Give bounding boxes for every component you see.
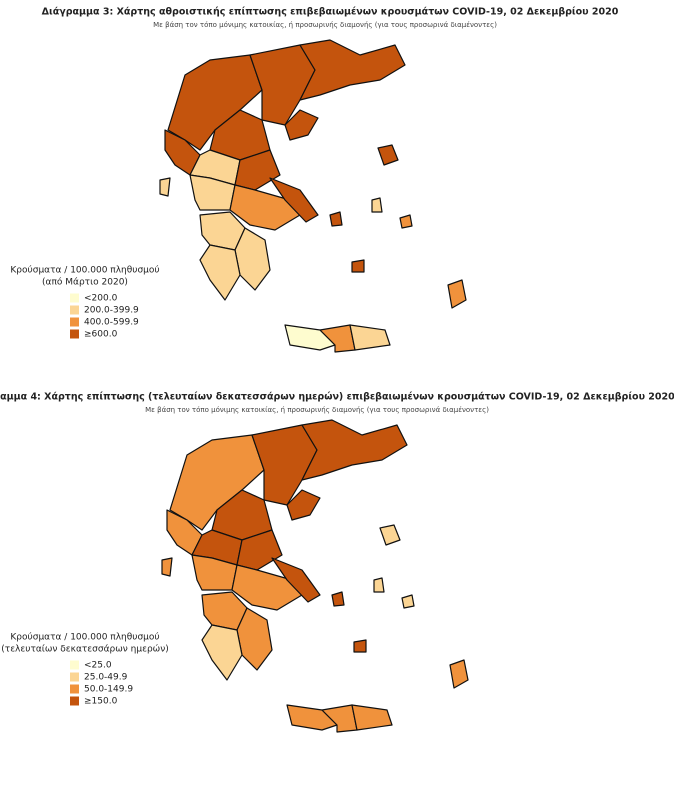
legend-swatch bbox=[70, 305, 79, 315]
region bbox=[399, 214, 413, 229]
region bbox=[229, 184, 301, 231]
region bbox=[231, 564, 303, 611]
region bbox=[449, 659, 469, 689]
map bbox=[159, 39, 467, 353]
region bbox=[329, 211, 343, 227]
legend-swatch bbox=[70, 329, 79, 339]
map-subtitle: Με βάση τον τόπο μόνιμης κατοικίας, ή πρ… bbox=[153, 21, 497, 29]
region bbox=[286, 704, 338, 731]
legend-title: (από Μάρτιο 2020) bbox=[42, 277, 128, 288]
map bbox=[161, 419, 469, 733]
region bbox=[236, 529, 283, 571]
region bbox=[299, 39, 406, 101]
region bbox=[271, 557, 321, 603]
legend-title: Κρούσματα / 100.000 πληθυσμού bbox=[10, 265, 159, 276]
region bbox=[351, 259, 365, 273]
region bbox=[234, 149, 281, 191]
region bbox=[331, 591, 345, 607]
legend-title: (τελευταίων δεκατεσσάρων ημερών) bbox=[1, 644, 168, 655]
legend-swatch bbox=[70, 660, 79, 670]
region bbox=[301, 419, 408, 481]
legend-label: 25.0-49.9 bbox=[84, 673, 128, 683]
region bbox=[161, 557, 173, 577]
legend-swatch bbox=[70, 293, 79, 303]
legend-swatch bbox=[70, 684, 79, 694]
region bbox=[377, 144, 399, 166]
legend-swatch bbox=[70, 317, 79, 327]
region bbox=[373, 577, 385, 593]
region bbox=[351, 704, 393, 731]
region bbox=[167, 54, 263, 151]
region bbox=[319, 324, 356, 353]
region bbox=[447, 279, 467, 309]
legend-swatch bbox=[70, 672, 79, 682]
map-title: Διάγραμμα 4: Χάρτης επίπτωσης (τελευταίω… bbox=[0, 392, 674, 403]
region bbox=[269, 177, 319, 223]
legend-swatch bbox=[70, 696, 79, 706]
map-subtitle: Με βάση τον τόπο μόνιμης κατοικίας, ή πρ… bbox=[145, 406, 489, 414]
region bbox=[371, 197, 383, 213]
region bbox=[379, 524, 401, 546]
region bbox=[159, 177, 171, 197]
region bbox=[234, 227, 271, 291]
legend-label: 400.0-599.9 bbox=[84, 318, 139, 328]
legend-label: 200.0-399.9 bbox=[84, 306, 139, 316]
region bbox=[284, 109, 319, 141]
legend-label: <200.0 bbox=[84, 294, 118, 304]
legend-label: ≥600.0 bbox=[84, 330, 118, 340]
region bbox=[349, 324, 391, 351]
legend-label: <25.0 bbox=[84, 661, 112, 671]
region bbox=[201, 624, 243, 681]
region bbox=[284, 324, 336, 351]
legend-label: 50.0-149.9 bbox=[84, 685, 133, 695]
region bbox=[169, 434, 265, 531]
map-title: Διάγραμμα 3: Χάρτης αθροιστικής επίπτωση… bbox=[42, 7, 619, 18]
region bbox=[321, 704, 358, 733]
region bbox=[236, 607, 273, 671]
region bbox=[353, 639, 367, 653]
legend-label: ≥150.0 bbox=[84, 697, 118, 707]
region bbox=[286, 489, 321, 521]
legend-title: Κρούσματα / 100.000 πληθυσμού bbox=[10, 632, 159, 643]
region bbox=[199, 244, 241, 301]
region bbox=[401, 594, 415, 609]
